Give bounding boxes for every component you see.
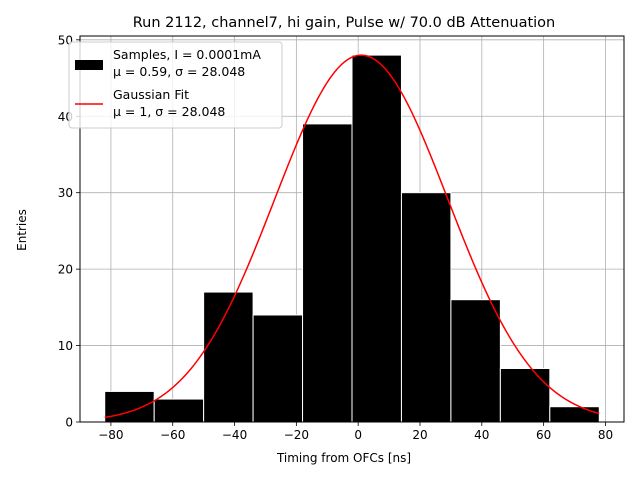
x-tick-label: 60 <box>536 428 551 442</box>
gaussian-fit-curve <box>104 54 600 419</box>
histogram-bar <box>450 299 501 423</box>
plot-frame <box>79 35 625 423</box>
x-tick-label: 0 <box>354 428 362 442</box>
legend-samples-label: Samples, I = 0.0001mA <box>113 47 261 62</box>
x-axis-ticks: −80 −60 −40 −20 0 20 40 60 80 <box>98 422 613 442</box>
legend-fit-stats: μ = 1, σ = 28.048 <box>113 104 225 119</box>
histogram-bar <box>153 398 205 423</box>
x-tick-label: −20 <box>284 428 309 442</box>
legend-samples-swatch <box>75 60 103 70</box>
y-tick-label: 20 <box>58 263 73 277</box>
x-tick-label: 80 <box>598 428 613 442</box>
y-tick-label: 10 <box>58 339 73 353</box>
gaussian-fit <box>104 54 600 419</box>
x-axis-label: Timing from OFCs [ns] <box>276 451 411 465</box>
y-tick-label: 0 <box>65 416 73 430</box>
histogram-bar <box>549 406 600 423</box>
x-tick-label: −40 <box>222 428 247 442</box>
histogram-bar <box>499 367 551 423</box>
legend-box <box>68 41 283 129</box>
chart-title: Run 2112, channel7, hi gain, Pulse w/ 70… <box>133 15 556 31</box>
x-tick-label: −60 <box>160 428 185 442</box>
histogram-bar <box>252 314 304 423</box>
histogram-bar <box>400 192 452 423</box>
x-tick-label: −80 <box>98 428 123 442</box>
legend-fit-label: Gaussian Fit <box>113 87 189 102</box>
y-tick-label: 30 <box>58 186 73 200</box>
y-axis-label: Entries <box>15 209 29 251</box>
histogram-bar <box>351 54 402 423</box>
histogram-bar <box>104 390 155 423</box>
legend: Samples, I = 0.0001mA μ = 0.59, σ = 28.0… <box>68 41 283 129</box>
legend-samples-stats: μ = 0.59, σ = 28.048 <box>113 64 245 79</box>
histogram-bar <box>302 123 353 423</box>
x-tick-label: 40 <box>474 428 489 442</box>
histogram-bars <box>104 54 600 423</box>
histogram-bar <box>203 291 254 423</box>
x-tick-label: 20 <box>412 428 427 442</box>
